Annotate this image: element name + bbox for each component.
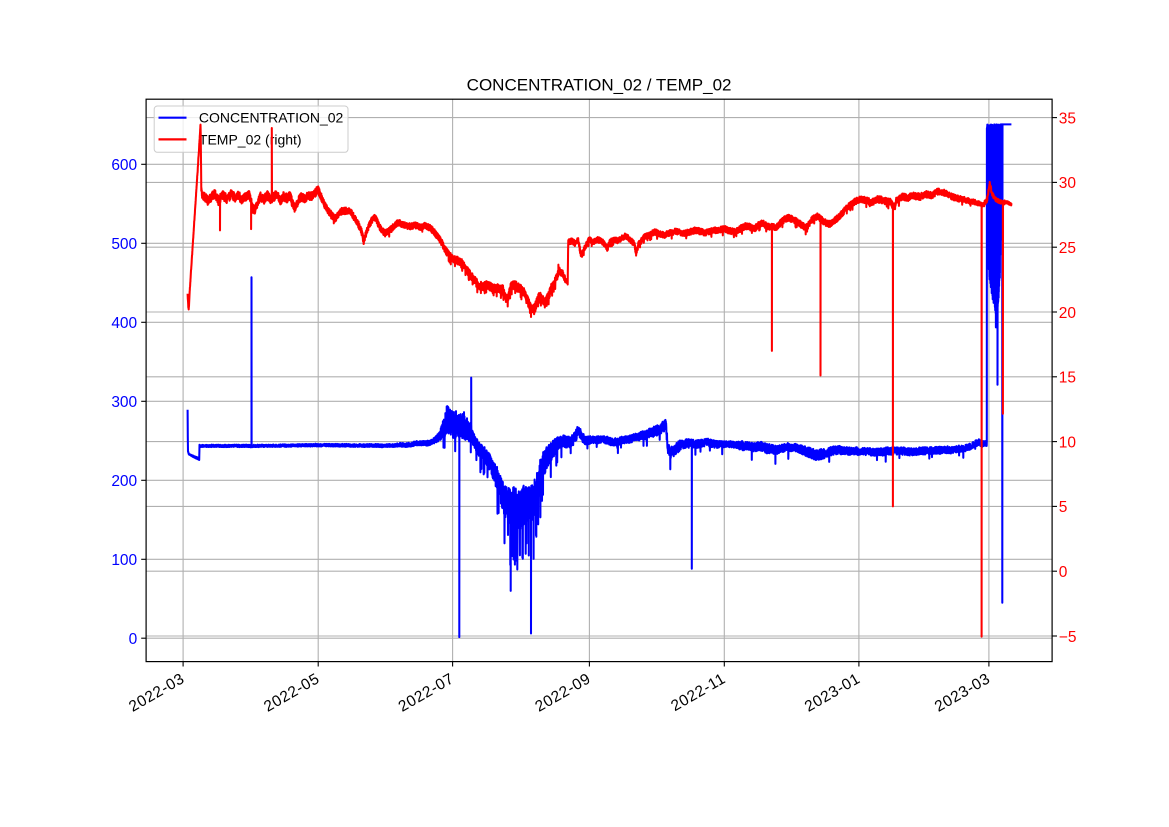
svg-text:20: 20 xyxy=(1059,305,1077,322)
svg-text:5: 5 xyxy=(1059,499,1068,516)
svg-text:25: 25 xyxy=(1059,240,1076,257)
svg-text:400: 400 xyxy=(111,315,137,332)
svg-text:0: 0 xyxy=(1059,564,1068,581)
svg-text:CONCENTRATION_02: CONCENTRATION_02 xyxy=(199,110,344,126)
svg-text:CONCENTRATION_02 / TEMP_02: CONCENTRATION_02 / TEMP_02 xyxy=(467,75,732,94)
svg-text:15: 15 xyxy=(1059,370,1076,387)
svg-text:TEMP_02 (right): TEMP_02 (right) xyxy=(199,131,302,147)
svg-text:−5: −5 xyxy=(1059,629,1077,646)
svg-text:100: 100 xyxy=(111,552,137,569)
svg-text:500: 500 xyxy=(111,236,137,253)
svg-text:35: 35 xyxy=(1059,110,1076,127)
svg-text:600: 600 xyxy=(111,157,137,174)
svg-text:30: 30 xyxy=(1059,175,1077,192)
svg-text:0: 0 xyxy=(129,631,138,648)
svg-text:300: 300 xyxy=(111,394,137,411)
svg-text:200: 200 xyxy=(111,473,137,490)
svg-text:10: 10 xyxy=(1059,434,1077,451)
